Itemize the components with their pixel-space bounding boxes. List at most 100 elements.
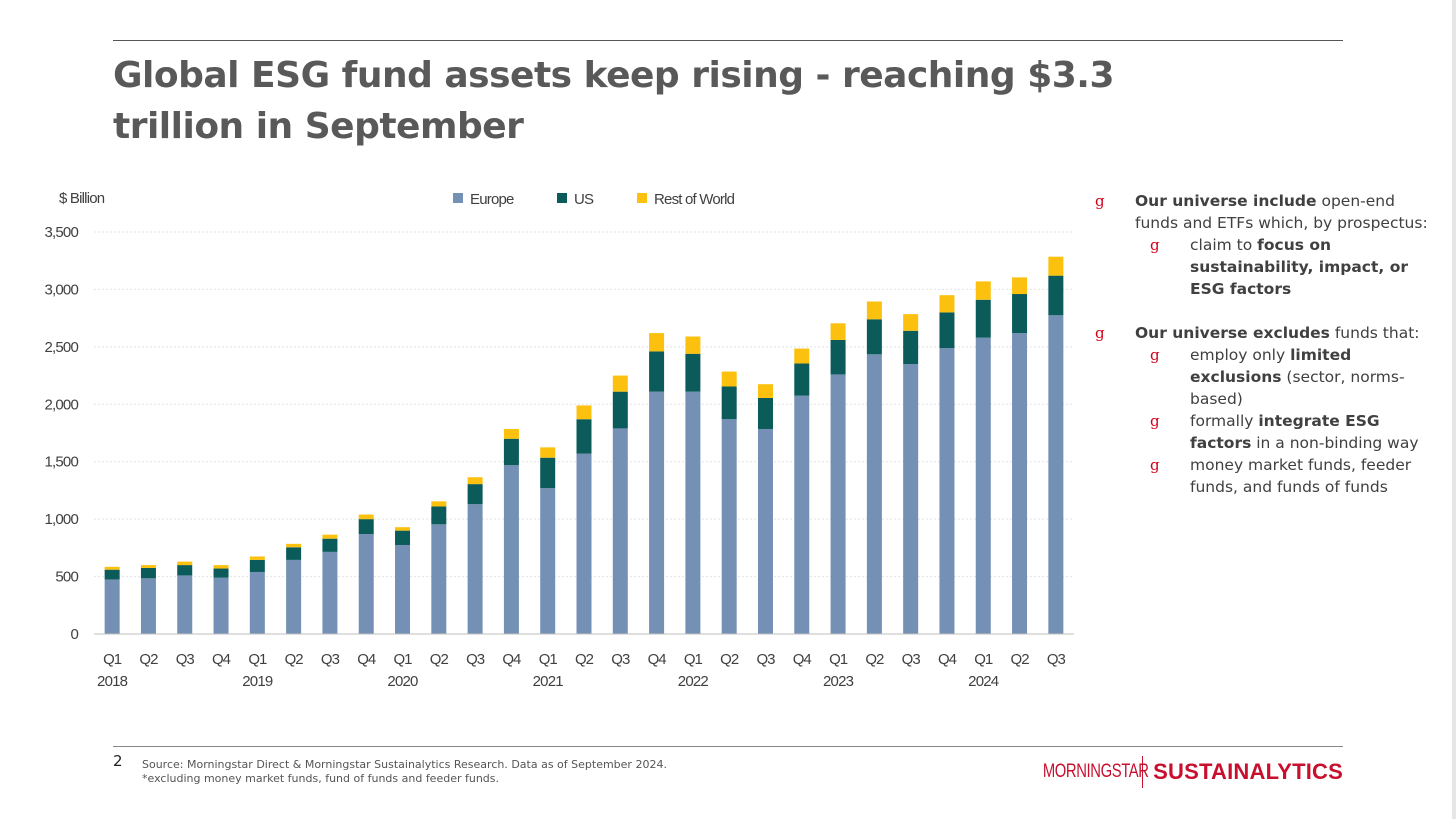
bar-rest-of-world — [213, 565, 229, 569]
x-tick-label: Q3 — [176, 651, 195, 668]
y-tick-label: 2,000 — [44, 396, 78, 413]
bar-europe — [467, 504, 483, 634]
bullet-marker: g — [1095, 324, 1105, 342]
x-tick-label: Q3 — [1047, 651, 1066, 668]
bar-rest-of-world — [431, 501, 447, 507]
bar-europe — [249, 571, 265, 634]
bar-us — [140, 567, 156, 579]
x-tick-label: Q1 — [829, 651, 848, 668]
y-tick-label: 500 — [55, 569, 78, 586]
bar-us — [830, 339, 846, 375]
sustainalytics-logo: SUSTAINALYTICS — [1153, 759, 1343, 784]
y-axis-label: $ Billion — [59, 190, 105, 207]
bullet-list: g Our universe include open-end funds and… — [1095, 190, 1440, 498]
bar-us — [503, 438, 519, 466]
bar-rest-of-world — [503, 428, 519, 439]
bar-us — [975, 299, 991, 338]
x-tick-label: Q2 — [720, 651, 739, 668]
bullet-text: funds that: — [1329, 324, 1420, 342]
y-tick-label: 2,500 — [44, 339, 78, 356]
legend-swatch — [453, 193, 463, 203]
legend-label: US — [574, 191, 594, 208]
bar-europe — [757, 428, 773, 634]
bar-rest-of-world — [975, 281, 991, 300]
bar-europe — [286, 559, 302, 634]
bar-europe — [649, 391, 665, 634]
footer-divider — [113, 746, 1343, 747]
logo-separator — [1142, 756, 1144, 788]
x-tick-label: Q3 — [611, 651, 630, 668]
bullet-text: claim to — [1190, 236, 1258, 254]
bar-europe — [866, 354, 882, 634]
bar-rest-of-world — [1012, 277, 1028, 295]
year-label: 2024 — [968, 673, 999, 690]
bullet-bold-text: integrate ESG factors — [1190, 412, 1380, 452]
y-tick-label: 1,500 — [44, 454, 78, 471]
x-tick-label: Q2 — [139, 651, 158, 668]
bar-rest-of-world — [903, 314, 919, 331]
bar-europe — [939, 348, 955, 634]
bar-europe — [903, 364, 919, 634]
bullet-bold-text: focus on sustainability, impact, or ESG … — [1190, 236, 1408, 298]
x-tick-label: Q3 — [466, 651, 485, 668]
source-line-1: Source: Morningstar Direct & Morningstar… — [142, 758, 667, 771]
x-tick-label: Q2 — [430, 651, 449, 668]
bar-us — [794, 363, 810, 396]
bar-us — [903, 330, 919, 365]
x-tick-label: Q4 — [938, 651, 957, 668]
bar-rest-of-world — [286, 543, 302, 548]
bullet-marker: g — [1150, 412, 1160, 430]
bar-rest-of-world — [249, 556, 265, 560]
bar-europe — [177, 575, 193, 634]
bullet-marker: g — [1150, 456, 1160, 474]
bar-rest-of-world — [939, 295, 955, 313]
bar-europe — [213, 577, 229, 634]
bar-us — [104, 569, 120, 580]
y-tick-label: 3,500 — [44, 224, 78, 241]
bullet-item: g money market funds, feeder funds, and f… — [1095, 454, 1440, 498]
x-tick-label: Q1 — [248, 651, 267, 668]
bar-europe — [685, 391, 701, 634]
bar-europe — [830, 374, 846, 634]
bar-rest-of-world — [104, 566, 120, 570]
x-tick-label: Q4 — [502, 651, 521, 668]
morningstar-logo: MORNINGSTAR — [1042, 761, 1149, 782]
year-label: 2018 — [97, 673, 128, 690]
bar-us — [249, 559, 265, 572]
x-tick-label: Q3 — [321, 651, 340, 668]
bullet-text: money market funds, feeder funds, and fu… — [1190, 456, 1412, 496]
bar-us — [685, 353, 701, 392]
bullet-bold-text: Our universe include — [1135, 192, 1317, 210]
bar-rest-of-world — [866, 301, 882, 320]
bullet-item: g Our universe excludes funds that: — [1095, 322, 1440, 344]
bar-rest-of-world — [467, 477, 483, 485]
legend-swatch — [637, 193, 647, 203]
bullet-item: g Our universe include open-end funds and… — [1095, 190, 1440, 234]
bar-us — [358, 519, 374, 535]
x-tick-label: Q2 — [865, 651, 884, 668]
bar-europe — [395, 544, 411, 634]
bar-us — [467, 484, 483, 505]
bar-rest-of-world — [540, 447, 556, 458]
bar-europe — [975, 337, 991, 634]
slide-edge — [1452, 0, 1456, 819]
bar-us — [939, 312, 955, 349]
page-number: 2 — [113, 752, 123, 770]
bar-europe — [322, 551, 338, 634]
bar-rest-of-world — [395, 527, 411, 531]
bullet-text: formally — [1190, 412, 1259, 430]
bullet-bold-text: limited exclusions — [1190, 346, 1352, 386]
x-tick-label: Q4 — [357, 651, 376, 668]
x-tick-label: Q3 — [902, 651, 921, 668]
x-tick-label: Q4 — [793, 651, 812, 668]
bar-rest-of-world — [612, 375, 628, 392]
bar-europe — [540, 488, 556, 634]
bar-us — [286, 547, 302, 560]
bullet-marker: g — [1150, 236, 1160, 254]
bullet-item: g claim to focus on sustainability, impac… — [1095, 234, 1440, 300]
x-tick-label: Q2 — [575, 651, 594, 668]
bullet-bold-text: Our universe excludes — [1135, 324, 1330, 342]
x-tick-label: Q1 — [684, 651, 703, 668]
stacked-bar-chart: 0 500 1,000 1,500 2,000 2,500 3,000 3,500 $ Bill… — [44, 190, 1074, 690]
bar-europe — [1048, 315, 1064, 634]
